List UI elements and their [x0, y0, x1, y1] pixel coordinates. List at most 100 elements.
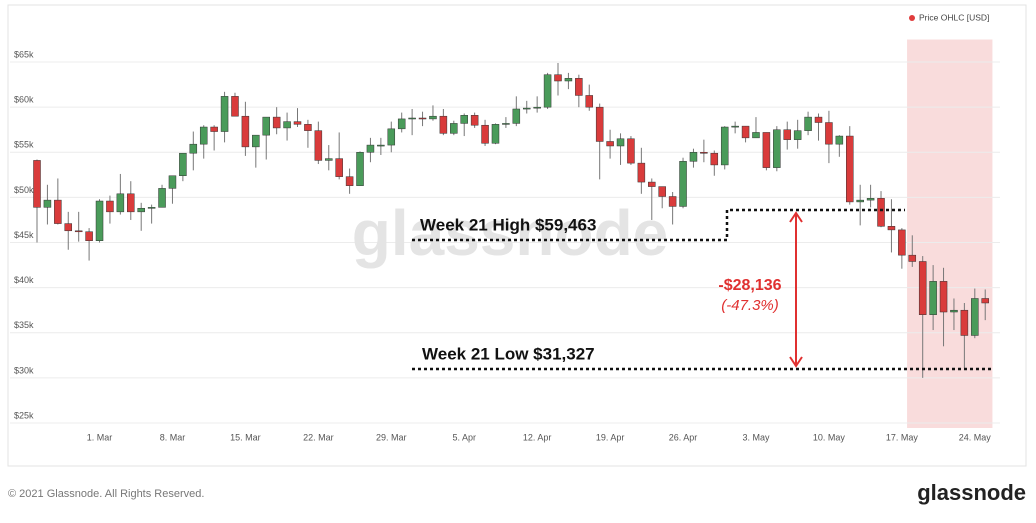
candle-body	[762, 132, 771, 168]
candle-body	[491, 124, 500, 144]
y-tick-label: $30k	[14, 365, 34, 375]
candle-body	[272, 116, 281, 129]
candle-body	[168, 175, 177, 189]
candle-body	[408, 117, 416, 120]
candle-body	[127, 193, 135, 213]
candle-body	[397, 118, 406, 130]
x-tick-label: 22. Mar	[303, 432, 334, 442]
candle-body	[325, 158, 333, 161]
candle-body	[960, 309, 969, 336]
x-tick-label: 24. May	[959, 432, 992, 442]
candle-body	[147, 207, 156, 209]
candle-body	[74, 230, 83, 233]
highlight-band	[907, 39, 993, 428]
candle-body	[585, 95, 594, 108]
y-tick-label: $25k	[14, 410, 34, 420]
x-tick-label: 12. Apr	[523, 432, 552, 442]
candle-body	[814, 116, 823, 123]
x-tick-label: 19. Apr	[596, 432, 625, 442]
legend-label[interactable]: Price OHLC [USD]	[919, 12, 989, 22]
candle-body	[939, 281, 948, 313]
candle-body	[481, 124, 489, 144]
candle-body	[429, 115, 437, 120]
candle-body	[950, 309, 958, 313]
candle-body	[377, 144, 385, 147]
candle-body	[543, 74, 552, 108]
y-tick-label: $50k	[14, 185, 34, 195]
candle-body	[54, 199, 62, 224]
candle-body	[470, 115, 479, 126]
candle-body	[679, 161, 687, 207]
candle-body	[231, 96, 239, 117]
candle-body	[981, 298, 989, 304]
candle-body	[210, 126, 218, 132]
x-tick-label: 10. May	[813, 432, 846, 442]
candle-body	[502, 123, 510, 125]
copyright: © 2021 Glassnode. All Rights Reserved.	[8, 488, 204, 500]
candle-body	[241, 115, 250, 148]
candle-body	[95, 200, 104, 241]
candle-body	[898, 229, 906, 256]
x-tick-label: 8. Mar	[160, 432, 186, 442]
candle-body	[835, 135, 844, 145]
candle-body	[668, 196, 677, 207]
candle-body	[616, 138, 625, 147]
candle-body	[106, 200, 114, 213]
arrow-head	[789, 211, 803, 223]
candle-body	[252, 134, 260, 148]
candle-body	[804, 116, 812, 131]
y-tick-label: $55k	[14, 140, 34, 150]
change-label: -$28,136	[718, 277, 781, 294]
candle-body	[700, 152, 708, 154]
candle-body	[220, 96, 229, 132]
y-tick-label: $40k	[14, 275, 34, 285]
candle-body	[512, 108, 521, 124]
x-tick-label: 3. May	[742, 432, 770, 442]
candle-body	[116, 193, 125, 213]
candle-body	[564, 78, 573, 82]
x-tick-label: 17. May	[886, 432, 919, 442]
candle-body	[137, 207, 145, 213]
y-tick-label: $65k	[14, 49, 34, 59]
y-tick-label: $35k	[14, 320, 34, 330]
candle-body	[335, 158, 343, 177]
candle-body	[345, 176, 354, 186]
candle-body	[648, 181, 656, 187]
y-tick-label: $45k	[14, 230, 34, 240]
candle-body	[971, 298, 979, 336]
watermark: glassnode	[352, 197, 669, 269]
candle-body	[64, 223, 73, 232]
candle-body	[575, 78, 583, 96]
y-tick-label: $60k	[14, 95, 34, 105]
logo: glassnode	[917, 480, 1026, 505]
background-layer: $25k $30k $35k $40k $45k $50k $55k $60k $65k 1. M…	[10, 39, 1000, 442]
x-tick-label: 29. Mar	[376, 432, 407, 442]
candle-body	[908, 254, 917, 262]
candle-body	[866, 198, 875, 201]
candle-body	[43, 199, 52, 208]
candle-body	[793, 130, 802, 140]
candle-body	[773, 129, 781, 168]
low-label: Week 21 Low $31,327	[422, 344, 595, 363]
candle-body	[741, 125, 750, 139]
candle-body	[283, 121, 291, 129]
x-tick-label: 15. Mar	[230, 432, 261, 442]
candle-body	[33, 160, 41, 208]
candle-body	[387, 128, 396, 146]
candle-body	[929, 281, 937, 315]
candle-body	[262, 116, 270, 136]
candle-body	[825, 122, 833, 145]
candle-body	[918, 261, 927, 315]
candle-body	[418, 117, 427, 120]
candle-body	[752, 132, 760, 139]
candle-body	[533, 106, 541, 109]
candle-body	[293, 121, 302, 125]
candle-body	[199, 126, 208, 145]
annotations: Week 21 High $59,463 Week 21 Low $31,327…	[412, 208, 993, 371]
candle-body	[314, 130, 323, 161]
x-tick-label: 1. Mar	[87, 432, 113, 442]
high-line	[412, 208, 905, 242]
x-tick-label: 5. Apr	[452, 432, 476, 442]
candle-body	[720, 126, 729, 166]
candle-body	[439, 115, 448, 134]
